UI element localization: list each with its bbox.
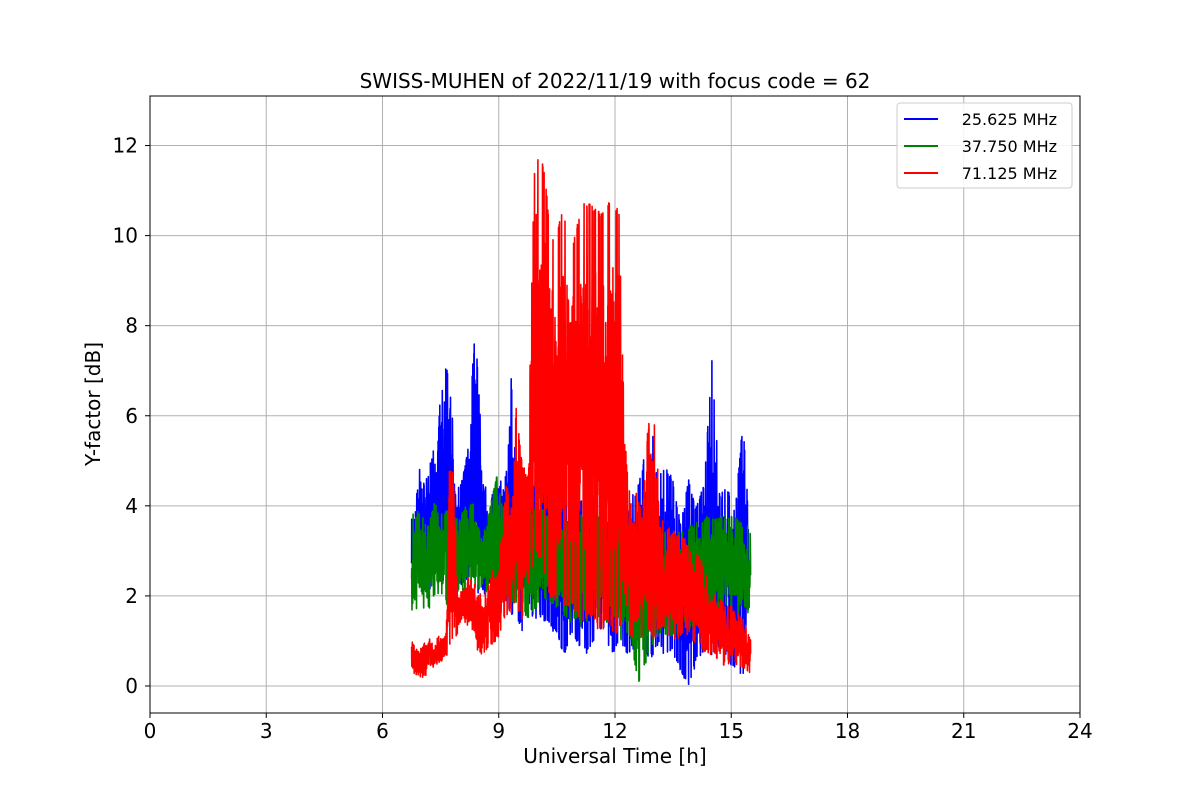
legend: 25.625 MHz 37.750 MHz 71.125 MHz (896, 102, 1073, 189)
y-tick-label: 12 (113, 134, 138, 158)
x-tick-label: 15 (719, 719, 744, 743)
legend-box (896, 102, 1073, 189)
y-tick-label: 2 (125, 584, 138, 608)
legend-label: 25.625 MHz (962, 110, 1057, 129)
legend-label: 37.750 MHz (962, 137, 1057, 156)
series-71-125-mhz-line (410, 159, 752, 679)
x-tick-label: 9 (492, 719, 505, 743)
y-axis-label: Y-factor [dB] (81, 342, 105, 467)
series-layer (410, 159, 752, 686)
x-tick-label: 24 (1067, 719, 1092, 743)
legend-label: 71.125 MHz (962, 164, 1057, 183)
x-axis-label: Universal Time [h] (523, 744, 706, 768)
series-37-750-mhz-line (410, 476, 752, 683)
y-tick-label: 8 (125, 314, 138, 338)
y-tick-label: 6 (125, 404, 138, 428)
y-tick-label: 10 (113, 224, 138, 248)
x-tick-label: 18 (835, 719, 860, 743)
chart-title: SWISS-MUHEN of 2022/11/19 with focus cod… (360, 69, 871, 93)
x-tick-label: 6 (376, 719, 389, 743)
x-tick-label: 21 (951, 719, 976, 743)
y-tick-label: 4 (125, 494, 138, 518)
x-tick-label: 12 (602, 719, 627, 743)
x-tick-label: 3 (260, 719, 273, 743)
x-tick-label: 0 (144, 719, 157, 743)
y-tick-label: 0 (125, 674, 138, 698)
